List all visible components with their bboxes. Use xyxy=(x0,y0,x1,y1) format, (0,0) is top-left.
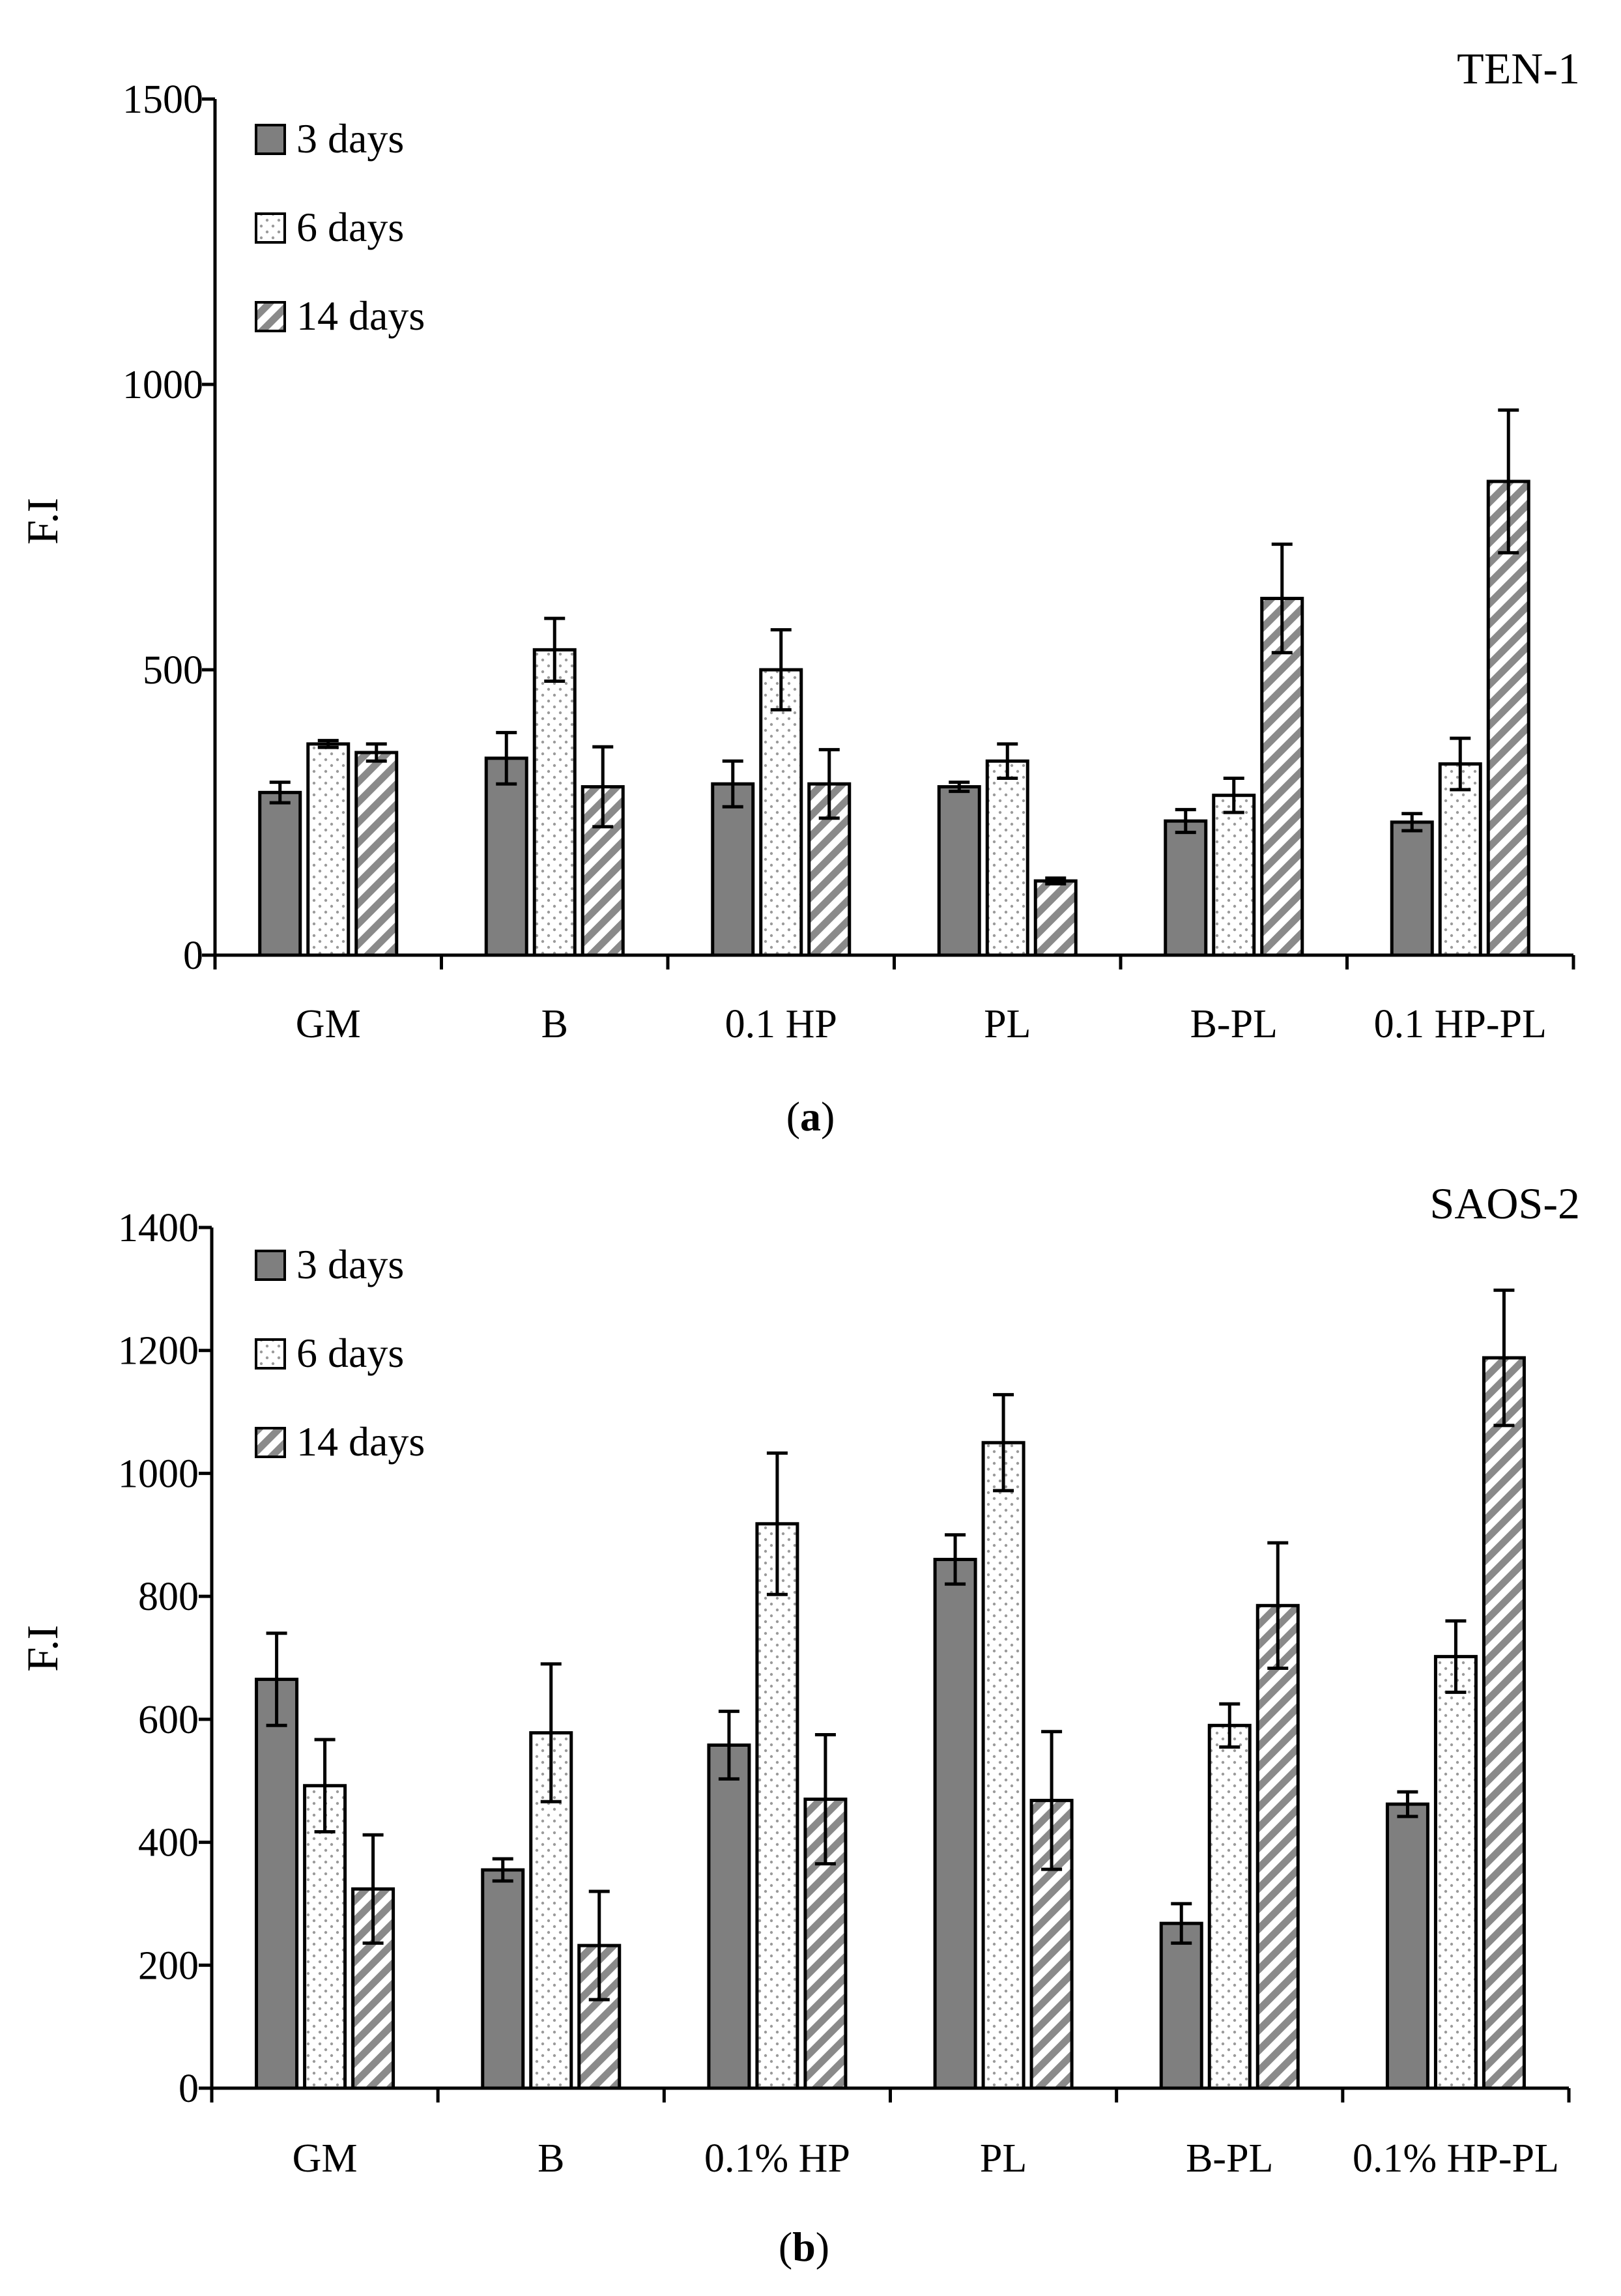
bar-3-days xyxy=(1390,820,1434,957)
bar-6-days xyxy=(532,648,577,957)
bar-3-days xyxy=(1164,819,1208,957)
y-tick-label: 1000 xyxy=(118,1452,199,1496)
bar-6-days xyxy=(755,1522,799,2090)
bar-14-days xyxy=(1255,1603,1300,2090)
x-tick-label: B xyxy=(541,1002,568,1046)
bar-6-days xyxy=(1438,762,1482,957)
corner-label: TEN-1 xyxy=(1457,44,1580,93)
y-tick-label: 1000 xyxy=(122,363,203,407)
chart-panel-a: F.I TEN-1 (a) 0 500 1000 1500 GM B 0.1 HP PL B-P… xyxy=(18,44,1580,1140)
bar-6-days xyxy=(303,1784,347,2090)
bar-3-days xyxy=(933,1558,977,2090)
legend-label-6-days: 6 days xyxy=(296,204,404,250)
panel-label-open: ( xyxy=(779,2224,792,2270)
x-tick-label: B xyxy=(538,2136,564,2181)
y-tick-label: 1200 xyxy=(118,1329,199,1373)
bar-14-days xyxy=(354,751,399,957)
bar-6-days xyxy=(306,742,351,957)
bar-3-days xyxy=(707,1743,751,2090)
y-axis-label: F.I xyxy=(18,498,67,545)
legend-label-14-days: 14 days xyxy=(296,293,425,339)
legend-swatch-3-days xyxy=(255,124,286,155)
bar-14-days xyxy=(1260,597,1304,957)
x-tick-label: GM xyxy=(296,1002,361,1046)
bar-3-days xyxy=(711,782,755,957)
plot-area: 0 200 400 600 800 1000 1200 1400 GM B 0.1% HP PL B-P… xyxy=(118,1206,1571,2181)
bar-6-days xyxy=(1433,1655,1478,2090)
y-tick-label: 1500 xyxy=(122,78,203,122)
legend-swatch-3-days xyxy=(255,1250,286,1281)
x-tick-label: 0.1 HP xyxy=(725,1002,837,1046)
x-tick-label: GM xyxy=(293,2136,358,2181)
legend-swatch-14-days xyxy=(255,1427,286,1458)
corner-label: SAOS-2 xyxy=(1430,1179,1581,1228)
bar-6-days xyxy=(759,668,803,957)
legend-label-14-days: 14 days xyxy=(296,1418,425,1465)
x-tick-label: 0.1% HP xyxy=(704,2136,850,2181)
y-tick-label: 500 xyxy=(143,648,203,693)
y-tick-label: 800 xyxy=(138,1575,199,1619)
bar-3-days xyxy=(1385,1802,1429,2090)
x-tick-label: PL xyxy=(980,2136,1027,2181)
legend-label-3-days: 3 days xyxy=(296,115,404,162)
bar-3-days xyxy=(481,1868,525,2090)
panel-label-close: ) xyxy=(816,2224,829,2270)
x-tick-label: B-PL xyxy=(1186,2136,1273,2181)
chart-panel-b: F.I SAOS-2 (b) 0 200 400 600 800 1000 1200 1400… xyxy=(18,1179,1580,2270)
panel-label-letter: b xyxy=(792,2224,816,2270)
y-tick-label: 600 xyxy=(138,1698,199,1742)
bar-14-days xyxy=(807,782,852,957)
y-tick-label: 0 xyxy=(183,934,203,978)
bar-14-days xyxy=(1482,1356,1526,2090)
legend: 3 days 6 days 14 days xyxy=(255,1241,425,1465)
y-tick-label: 200 xyxy=(138,1944,199,1988)
y-tick-label: 1400 xyxy=(118,1206,199,1250)
panel-label: (a) xyxy=(786,1093,835,1140)
bar-3-days xyxy=(484,756,528,957)
bar-6-days xyxy=(1207,1723,1252,2090)
legend-swatch-6-days xyxy=(255,1338,286,1370)
x-tick-label: 0.1 HP-PL xyxy=(1374,1002,1547,1046)
legend: 3 days 6 days 14 days xyxy=(255,115,425,339)
bar-6-days xyxy=(985,759,1029,957)
x-tick-label: PL xyxy=(984,1002,1031,1046)
bar-6-days xyxy=(981,1441,1026,2090)
panel-label: (b) xyxy=(779,2224,829,2270)
bar-3-days xyxy=(937,785,981,957)
panel-label-letter: a xyxy=(800,1093,821,1140)
plot-area: 0 500 1000 1500 GM B 0.1 HP PL B-PL 0.1 HP-PL xyxy=(122,78,1575,1046)
legend-label-3-days: 3 days xyxy=(296,1241,404,1287)
legend-swatch-14-days xyxy=(255,301,286,332)
legend-swatch-6-days xyxy=(255,212,286,244)
bar-3-days xyxy=(255,1678,299,2090)
x-tick-label: 0.1% HP-PL xyxy=(1353,2136,1559,2181)
bar-6-days xyxy=(1212,794,1256,957)
bar-3-days xyxy=(258,790,302,957)
x-tick-label: B-PL xyxy=(1190,1002,1278,1046)
bar-14-days xyxy=(1486,480,1530,957)
panel-label-open: ( xyxy=(786,1093,800,1140)
y-tick-label: 0 xyxy=(179,2067,199,2111)
y-axis-label: F.I xyxy=(18,1625,67,1672)
legend-label-6-days: 6 days xyxy=(296,1330,404,1376)
y-tick-label: 400 xyxy=(138,1821,199,1865)
bar-14-days xyxy=(1033,879,1078,957)
bar-3-days xyxy=(1159,1921,1203,2090)
panel-label-close: ) xyxy=(821,1093,835,1140)
